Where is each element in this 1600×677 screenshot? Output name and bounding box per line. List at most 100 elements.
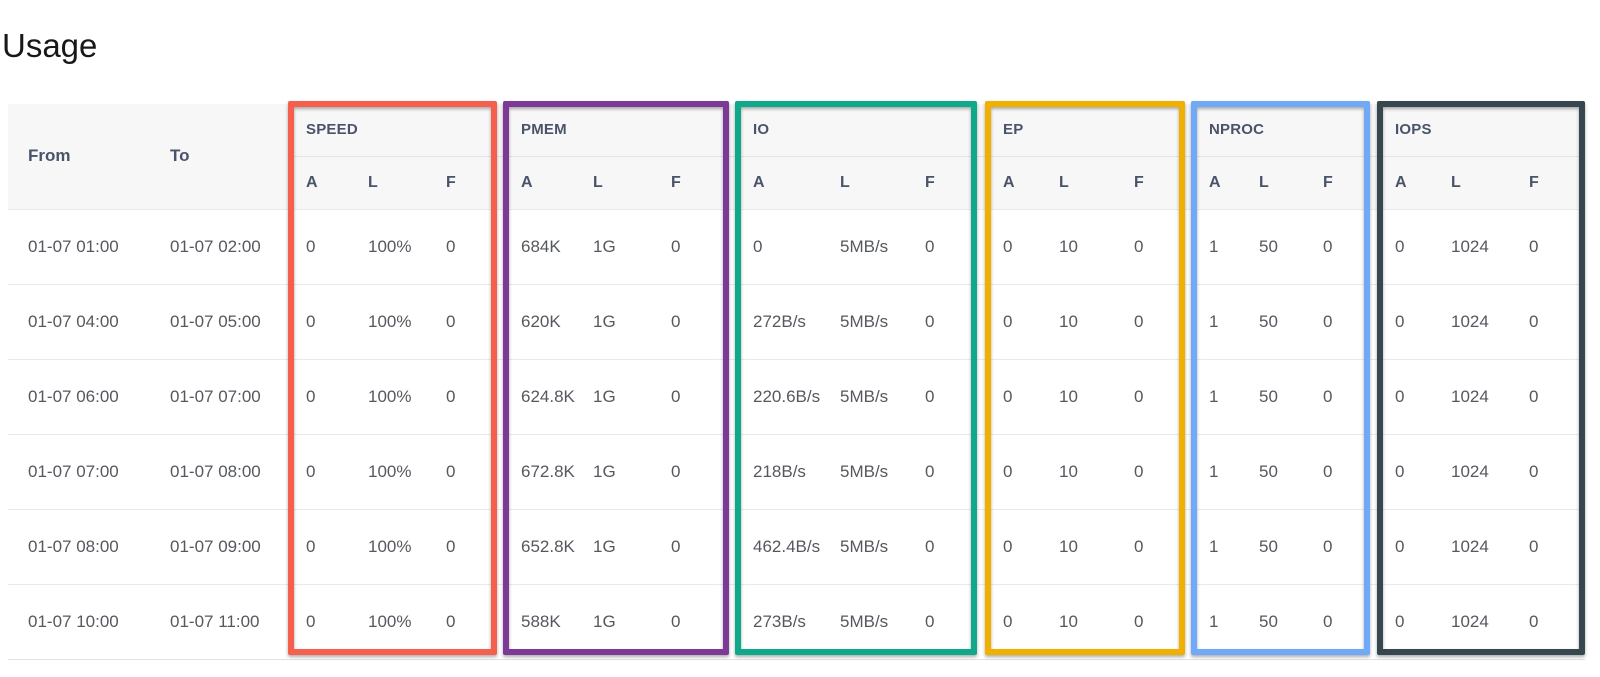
subcolumn-header-iops-a: A: [1377, 155, 1441, 209]
cell-iops-l: 1024: [1441, 283, 1519, 359]
cell-nproc-a: 1: [1191, 433, 1249, 509]
cell-iops-l: 1024: [1441, 358, 1519, 434]
cell-ep-l: 10: [1049, 583, 1124, 659]
usage-table: From To SPEED A L F PMEM A L F IO A L F EP A L F NPROC A L F I…: [8, 100, 1585, 660]
cell-nproc-f: 0: [1313, 508, 1377, 584]
subcolumn-header-io-a: A: [735, 155, 830, 209]
subcolumn-header-nproc-l: L: [1249, 155, 1313, 209]
cell-speed-a: 0: [288, 283, 358, 359]
cell-io-a: 272B/s: [735, 283, 830, 359]
cell-io-a: 0: [735, 208, 830, 284]
cell-nproc-f: 0: [1313, 583, 1377, 659]
cell-speed-a: 0: [288, 358, 358, 434]
cell-pmem-f: 0: [661, 433, 735, 509]
column-header-from: From: [8, 103, 160, 209]
cell-speed-a: 0: [288, 433, 358, 509]
cell-iops-a: 0: [1377, 208, 1441, 284]
cell-ep-f: 0: [1124, 208, 1191, 284]
subcolumn-header-speed-a: A: [288, 155, 358, 209]
cell-speed-l: 100%: [358, 433, 436, 509]
cell-iops-l: 1024: [1441, 508, 1519, 584]
subcolumn-header-pmem-a: A: [503, 155, 583, 209]
subcolumn-header-pmem-f: F: [661, 155, 735, 209]
cell-speed-f: 0: [436, 508, 503, 584]
cell-nproc-l: 50: [1249, 358, 1313, 434]
cell-speed-l: 100%: [358, 508, 436, 584]
cell-ep-a: 0: [985, 283, 1049, 359]
cell-pmem-a: 652.8K: [503, 508, 583, 584]
cell-iops-a: 0: [1377, 433, 1441, 509]
cell-nproc-f: 0: [1313, 358, 1377, 434]
cell-from: 01-07 04:00: [8, 283, 160, 359]
cell-ep-a: 0: [985, 208, 1049, 284]
cell-io-f: 0: [915, 283, 985, 359]
cell-iops-f: 0: [1519, 358, 1585, 434]
cell-pmem-f: 0: [661, 283, 735, 359]
group-header-ep: EP: [985, 103, 1191, 156]
cell-ep-l: 10: [1049, 208, 1124, 284]
cell-io-f: 0: [915, 583, 985, 659]
cell-pmem-a: 624.8K: [503, 358, 583, 434]
cell-nproc-a: 1: [1191, 208, 1249, 284]
cell-io-l: 5MB/s: [830, 583, 915, 659]
cell-to: 01-07 11:00: [160, 583, 288, 659]
group-header-io: IO: [735, 103, 985, 156]
cell-io-a: 462.4B/s: [735, 508, 830, 584]
cell-pmem-a: 588K: [503, 583, 583, 659]
cell-io-f: 0: [915, 208, 985, 284]
cell-io-l: 5MB/s: [830, 358, 915, 434]
subcolumn-header-io-l: L: [830, 155, 915, 209]
cell-pmem-a: 684K: [503, 208, 583, 284]
cell-nproc-l: 50: [1249, 583, 1313, 659]
cell-ep-l: 10: [1049, 433, 1124, 509]
cell-io-f: 0: [915, 433, 985, 509]
cell-ep-f: 0: [1124, 583, 1191, 659]
cell-ep-l: 10: [1049, 358, 1124, 434]
subcolumn-header-nproc-a: A: [1191, 155, 1249, 209]
cell-io-l: 5MB/s: [830, 508, 915, 584]
cell-iops-l: 1024: [1441, 208, 1519, 284]
subcolumn-header-ep-a: A: [985, 155, 1049, 209]
cell-iops-a: 0: [1377, 358, 1441, 434]
cell-speed-f: 0: [436, 583, 503, 659]
cell-speed-l: 100%: [358, 358, 436, 434]
cell-pmem-f: 0: [661, 358, 735, 434]
cell-pmem-l: 1G: [583, 208, 661, 284]
cell-iops-l: 1024: [1441, 433, 1519, 509]
cell-pmem-l: 1G: [583, 433, 661, 509]
cell-pmem-a: 620K: [503, 283, 583, 359]
subcolumn-header-pmem-l: L: [583, 155, 661, 209]
cell-to: 01-07 05:00: [160, 283, 288, 359]
cell-pmem-f: 0: [661, 583, 735, 659]
subcolumn-header-ep-l: L: [1049, 155, 1124, 209]
cell-ep-f: 0: [1124, 508, 1191, 584]
cell-from: 01-07 10:00: [8, 583, 160, 659]
cell-to: 01-07 08:00: [160, 433, 288, 509]
cell-pmem-l: 1G: [583, 358, 661, 434]
cell-from: 01-07 01:00: [8, 208, 160, 284]
cell-speed-a: 0: [288, 508, 358, 584]
subcolumn-header-iops-f: F: [1519, 155, 1585, 209]
cell-nproc-l: 50: [1249, 283, 1313, 359]
cell-io-l: 5MB/s: [830, 208, 915, 284]
cell-nproc-a: 1: [1191, 283, 1249, 359]
cell-ep-l: 10: [1049, 508, 1124, 584]
cell-io-f: 0: [915, 508, 985, 584]
subcolumn-header-speed-f: F: [436, 155, 503, 209]
cell-ep-l: 10: [1049, 283, 1124, 359]
cell-speed-l: 100%: [358, 583, 436, 659]
subcolumn-header-nproc-f: F: [1313, 155, 1377, 209]
cell-pmem-a: 672.8K: [503, 433, 583, 509]
cell-pmem-l: 1G: [583, 508, 661, 584]
cell-io-f: 0: [915, 358, 985, 434]
cell-speed-f: 0: [436, 283, 503, 359]
cell-from: 01-07 06:00: [8, 358, 160, 434]
cell-iops-f: 0: [1519, 583, 1585, 659]
cell-io-a: 273B/s: [735, 583, 830, 659]
cell-iops-f: 0: [1519, 283, 1585, 359]
cell-pmem-l: 1G: [583, 283, 661, 359]
cell-speed-a: 0: [288, 583, 358, 659]
cell-speed-l: 100%: [358, 208, 436, 284]
cell-nproc-f: 0: [1313, 208, 1377, 284]
cell-pmem-f: 0: [661, 208, 735, 284]
